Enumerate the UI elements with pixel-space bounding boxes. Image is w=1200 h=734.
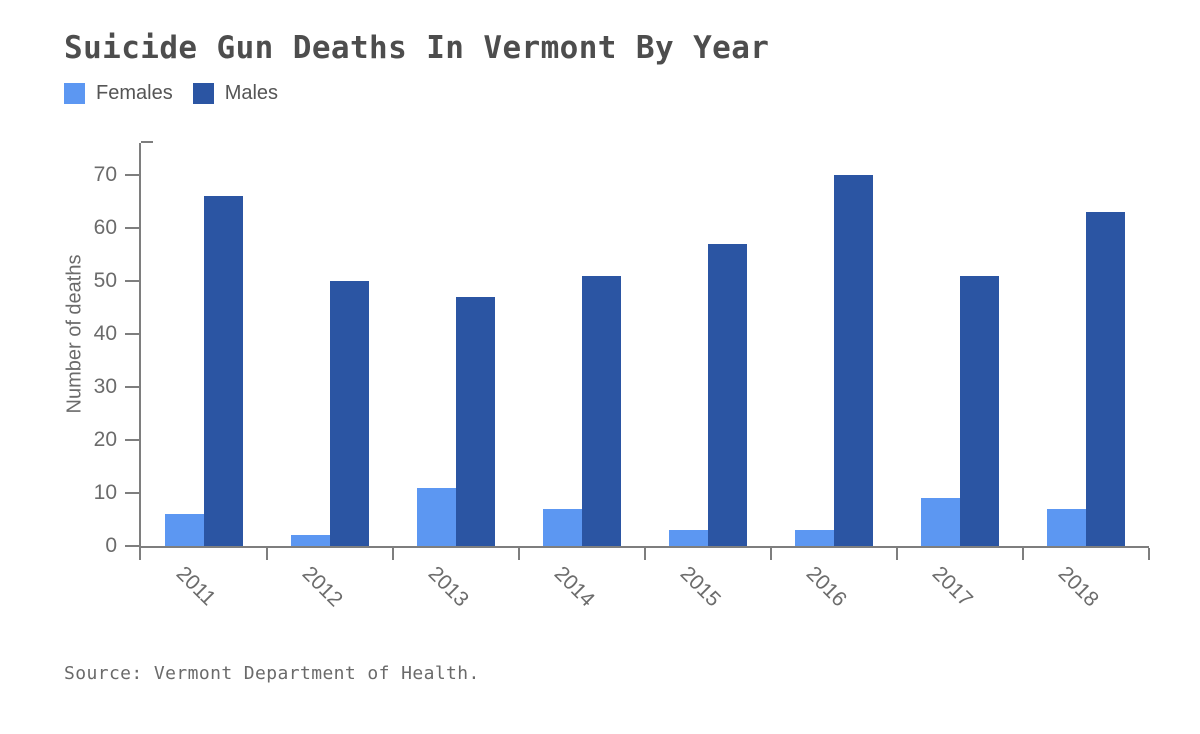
x-tick [139, 548, 141, 560]
x-category-label-2014: 2014 [549, 562, 600, 612]
bar-males-2014 [582, 276, 621, 546]
x-category-label-2017: 2017 [927, 562, 978, 612]
y-tick [125, 385, 139, 388]
bar-group-2013 [393, 143, 519, 546]
x-tick [644, 548, 646, 560]
bar-group-2017 [897, 143, 1023, 546]
legend-label: Females [96, 82, 173, 104]
chart-title: Suicide Gun Deaths In Vermont By Year [64, 30, 770, 66]
y-tick-label: 40 [93, 321, 117, 345]
bar-males-2018 [1086, 212, 1125, 546]
x-category-label-2012: 2012 [297, 562, 348, 612]
bar-group-2014 [519, 143, 645, 546]
y-tick-label: 10 [93, 480, 117, 504]
source-note: Source: Vermont Department of Health. [64, 663, 480, 684]
x-tick [770, 548, 772, 560]
y-tick [125, 226, 139, 229]
bar-group-2015 [645, 143, 771, 546]
bar-males-2013 [456, 297, 495, 546]
legend-item-females: Females [64, 82, 173, 105]
bar-females-2016 [795, 530, 834, 546]
bar-group-2012 [267, 143, 393, 546]
bar-group-2016 [771, 143, 897, 546]
y-tick-label: 70 [93, 162, 117, 186]
legend-swatch-males [192, 83, 214, 104]
bar-females-2017 [921, 498, 960, 546]
x-tick [392, 548, 394, 560]
y-axis-top-cap [141, 141, 153, 143]
y-tick-label: 60 [93, 215, 117, 239]
bar-females-2012 [291, 535, 330, 546]
x-tick [1148, 548, 1150, 560]
x-tick [518, 548, 520, 560]
bar-group-2018 [1023, 143, 1149, 546]
x-tick [896, 548, 898, 560]
legend-swatch-females [64, 83, 85, 104]
bar-males-2015 [708, 244, 747, 546]
x-category-label-2016: 2016 [801, 562, 852, 612]
legend-label: Males [224, 82, 279, 104]
bar-males-2011 [204, 196, 243, 546]
y-tick [125, 491, 139, 494]
y-tick [125, 173, 139, 176]
bar-females-2018 [1047, 509, 1086, 546]
y-tick [125, 332, 139, 335]
bar-females-2011 [165, 514, 204, 546]
bar-males-2016 [834, 175, 873, 546]
x-category-label-2018: 2018 [1053, 562, 1104, 612]
y-tick-label: 30 [93, 374, 117, 398]
x-tick [266, 548, 268, 560]
bar-females-2015 [669, 530, 708, 546]
bar-females-2013 [417, 488, 456, 546]
y-tick [125, 438, 139, 441]
y-tick-label: 50 [93, 268, 117, 292]
y-tick-label: 0 [105, 534, 117, 557]
y-tick [125, 279, 139, 282]
bar-females-2014 [543, 509, 582, 546]
legend-item-males: Males [192, 82, 279, 105]
bar-group-2011 [141, 143, 267, 546]
x-category-label-2013: 2013 [423, 562, 474, 612]
x-category-label-2015: 2015 [675, 562, 726, 612]
legend: Females Males [64, 82, 278, 105]
y-tick [125, 545, 139, 547]
bar-males-2012 [330, 281, 369, 546]
bar-males-2017 [960, 276, 999, 546]
plot-area: 0 10 20 30 40 50 60 70 2011 2012 2013 2014 2015 2016 2… [94, 141, 1150, 611]
y-tick-label: 20 [93, 427, 117, 451]
x-category-label-2011: 2011 [171, 562, 220, 611]
x-tick [1022, 548, 1024, 560]
